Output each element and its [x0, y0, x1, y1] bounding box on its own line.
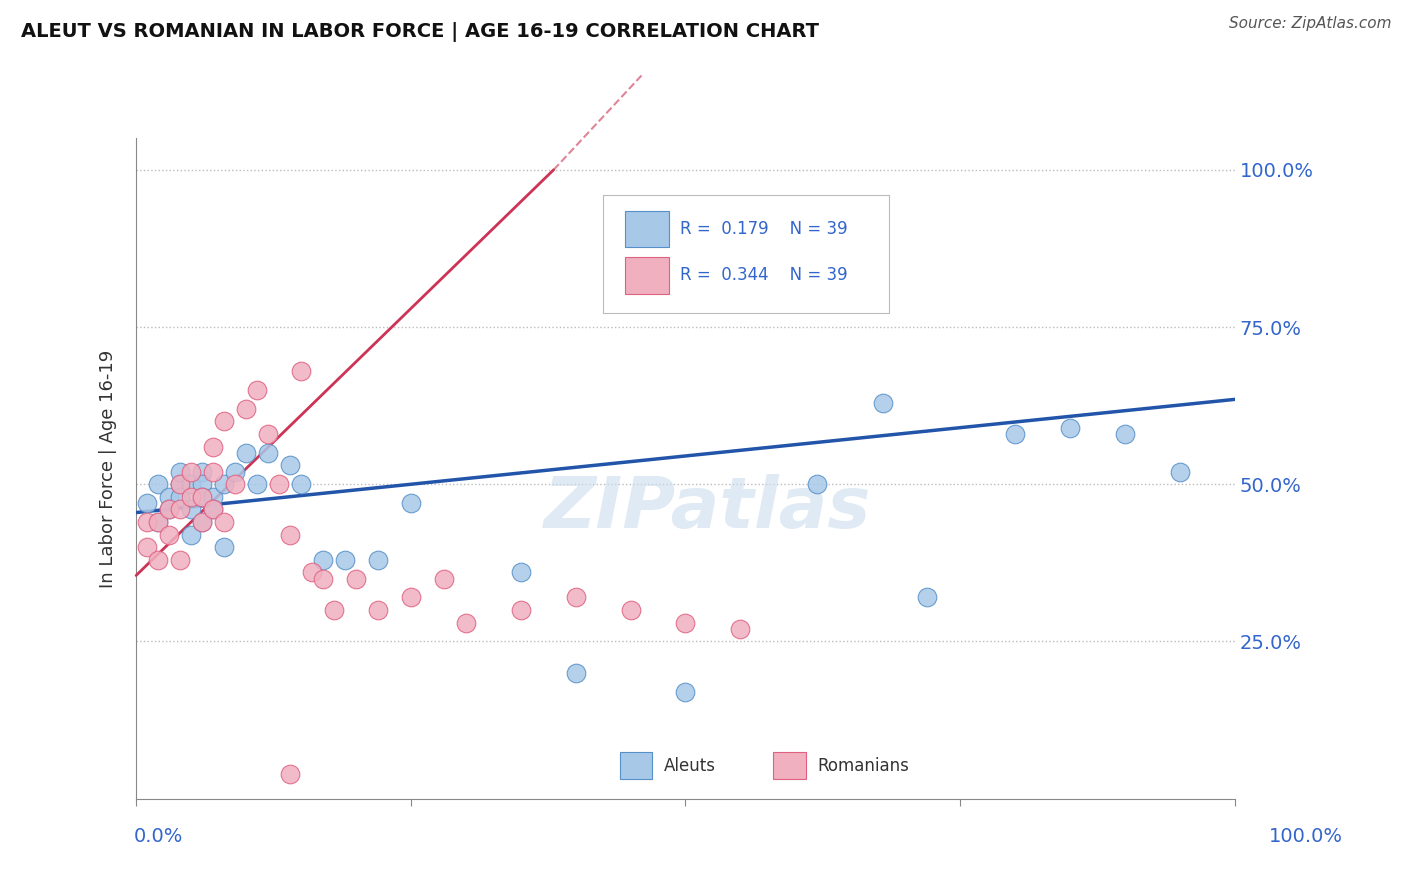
Point: [1059, 420, 1081, 434]
Point: [202, 440, 225, 454]
Point: [169, 552, 191, 566]
Point: [202, 502, 225, 516]
Point: [146, 515, 169, 529]
Point: [564, 591, 586, 605]
Point: [312, 572, 335, 586]
Point: [246, 477, 269, 491]
Point: [157, 502, 180, 516]
Point: [333, 552, 356, 566]
Point: [157, 527, 180, 541]
Point: [367, 552, 389, 566]
Point: [169, 477, 191, 491]
Point: [191, 490, 214, 504]
FancyBboxPatch shape: [626, 211, 669, 247]
Point: [267, 477, 290, 491]
Point: [509, 566, 531, 580]
Point: [1114, 426, 1136, 441]
Point: [191, 465, 214, 479]
Point: [290, 477, 312, 491]
Text: R =  0.179    N = 39: R = 0.179 N = 39: [681, 219, 848, 238]
Point: [1168, 465, 1191, 479]
Point: [169, 477, 191, 491]
Point: [212, 540, 235, 554]
Point: [246, 383, 269, 397]
Point: [191, 477, 214, 491]
Point: [564, 665, 586, 680]
Point: [169, 465, 191, 479]
Point: [278, 527, 301, 541]
Text: Aleuts: Aleuts: [664, 756, 716, 774]
Point: [180, 527, 202, 541]
Text: R =  0.344    N = 39: R = 0.344 N = 39: [681, 266, 848, 284]
Point: [322, 603, 344, 617]
Point: [224, 465, 246, 479]
Point: [312, 552, 335, 566]
Point: [191, 515, 214, 529]
Point: [806, 477, 828, 491]
Text: Source: ZipAtlas.com: Source: ZipAtlas.com: [1229, 16, 1392, 31]
FancyBboxPatch shape: [620, 753, 652, 779]
Point: [180, 502, 202, 516]
Point: [136, 515, 159, 529]
Point: [191, 490, 214, 504]
Point: [180, 490, 202, 504]
Text: 100.0%: 100.0%: [1268, 827, 1343, 846]
Text: ALEUT VS ROMANIAN IN LABOR FORCE | AGE 16-19 CORRELATION CHART: ALEUT VS ROMANIAN IN LABOR FORCE | AGE 1…: [21, 22, 820, 42]
Point: [675, 685, 697, 699]
Point: [202, 490, 225, 504]
FancyBboxPatch shape: [626, 257, 669, 293]
Point: [1004, 426, 1026, 441]
Text: ZIPatlas: ZIPatlas: [544, 474, 872, 542]
Point: [212, 477, 235, 491]
FancyBboxPatch shape: [773, 753, 806, 779]
Point: [235, 401, 257, 416]
Point: [146, 477, 169, 491]
Y-axis label: In Labor Force | Age 16-19: In Labor Force | Age 16-19: [100, 350, 117, 588]
Point: [278, 458, 301, 473]
Point: [730, 622, 752, 636]
Point: [224, 477, 246, 491]
Point: [191, 515, 214, 529]
Point: [202, 502, 225, 516]
Point: [399, 591, 422, 605]
Point: [202, 465, 225, 479]
Point: [180, 465, 202, 479]
Point: [169, 502, 191, 516]
Text: 0.0%: 0.0%: [134, 827, 183, 846]
Point: [157, 490, 180, 504]
Point: [169, 490, 191, 504]
Point: [146, 552, 169, 566]
Point: [872, 395, 894, 409]
Point: [257, 426, 280, 441]
Point: [257, 446, 280, 460]
Point: [675, 615, 697, 630]
Point: [367, 603, 389, 617]
Point: [433, 572, 456, 586]
Point: [278, 766, 301, 780]
Point: [399, 496, 422, 510]
Point: [290, 364, 312, 378]
Point: [146, 515, 169, 529]
Text: Romanians: Romanians: [817, 756, 910, 774]
Point: [180, 477, 202, 491]
Point: [136, 540, 159, 554]
Point: [454, 615, 477, 630]
Point: [915, 591, 938, 605]
Point: [157, 502, 180, 516]
Point: [235, 446, 257, 460]
Point: [619, 603, 641, 617]
Point: [509, 603, 531, 617]
Point: [212, 515, 235, 529]
Point: [212, 414, 235, 428]
Point: [136, 496, 159, 510]
Point: [301, 566, 323, 580]
Point: [344, 572, 367, 586]
FancyBboxPatch shape: [603, 194, 889, 313]
